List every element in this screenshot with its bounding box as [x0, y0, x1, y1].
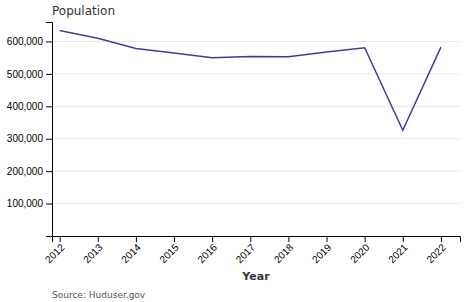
x-tick: 2014 [119, 236, 143, 265]
y-tick: 300,000 [7, 133, 52, 144]
tick-label: 2022 [424, 241, 448, 265]
grid-line [52, 171, 460, 172]
tick-mark [46, 204, 52, 205]
chart: 2012 2013 2014 2015 2016 2017 2018 2019 2020 2021… [0, 0, 474, 302]
tick-label: 100,000 [7, 198, 44, 209]
y-tick: 100,000 [7, 198, 52, 209]
tick-label: 500,000 [7, 69, 44, 80]
tick-label: 2018 [272, 241, 296, 265]
tick-mark [212, 236, 213, 242]
tick-label: 2015 [157, 241, 181, 265]
tick-label: 2019 [310, 241, 334, 265]
title: Population [52, 4, 115, 18]
y-tick: 400,000 [7, 101, 52, 112]
x-tick: 2020 [348, 236, 372, 265]
tick-mark [403, 236, 404, 242]
x-tick: 2015 [157, 236, 181, 265]
tick-mark [98, 236, 99, 242]
tick-label: 400,000 [7, 101, 44, 112]
axis-line [53, 237, 461, 243]
x-tick: 2012 [43, 236, 67, 265]
tick-mark [136, 236, 137, 242]
tick-label: 2012 [43, 241, 67, 265]
tick-mark [288, 236, 289, 242]
grid-line [52, 73, 460, 74]
tick-mark [46, 139, 52, 140]
annotation: Source: Huduser.gov [52, 290, 146, 300]
x-tick: 2018 [272, 236, 296, 265]
grid-line [52, 106, 460, 107]
plot-area: 2012 2013 2014 2015 2016 2017 2018 2019 2020 2021… [7, 23, 461, 266]
grid-line [52, 138, 460, 139]
x-axis: 2012 2013 2014 2015 2016 2017 2018 2019 2020 2021… [43, 236, 461, 265]
tick-mark [60, 236, 61, 242]
tick-label: 2017 [234, 241, 258, 265]
tick-label: 300,000 [7, 133, 44, 144]
x-axis-title: Year [241, 270, 270, 283]
axis-line [46, 23, 53, 237]
x-tick: 2019 [310, 236, 334, 265]
tick-label: 2020 [348, 241, 372, 265]
tick-label: 200,000 [7, 166, 44, 177]
x-tick: 2016 [196, 236, 220, 265]
tick-mark [46, 106, 52, 107]
y-tick: 500,000 [7, 69, 52, 80]
tick-label: 2021 [386, 241, 410, 265]
line [60, 31, 441, 131]
y-tick: 200,000 [7, 166, 52, 177]
x-tick: 2021 [386, 236, 410, 265]
tick-mark [327, 236, 328, 242]
grid-line [52, 203, 460, 204]
tick-mark [441, 236, 442, 242]
y-axis: 100,000 200,000 300,000 400,000 500,000 600,0… [7, 23, 53, 237]
tick-label: 2016 [196, 241, 220, 265]
tick-mark [46, 74, 52, 75]
tick-mark [46, 41, 52, 42]
x-tick: 2013 [81, 236, 105, 265]
tick-mark [174, 236, 175, 242]
x-tick: 2022 [424, 236, 448, 265]
tick-label: 2013 [81, 241, 105, 265]
tick-mark [250, 236, 251, 242]
tick-label: 600,000 [7, 36, 44, 47]
tick-mark [46, 171, 52, 172]
tick-label: 2014 [119, 241, 143, 265]
x-tick: 2017 [234, 236, 258, 265]
marks [60, 31, 441, 131]
tick-mark [365, 236, 366, 242]
y-tick: 600,000 [7, 36, 52, 47]
